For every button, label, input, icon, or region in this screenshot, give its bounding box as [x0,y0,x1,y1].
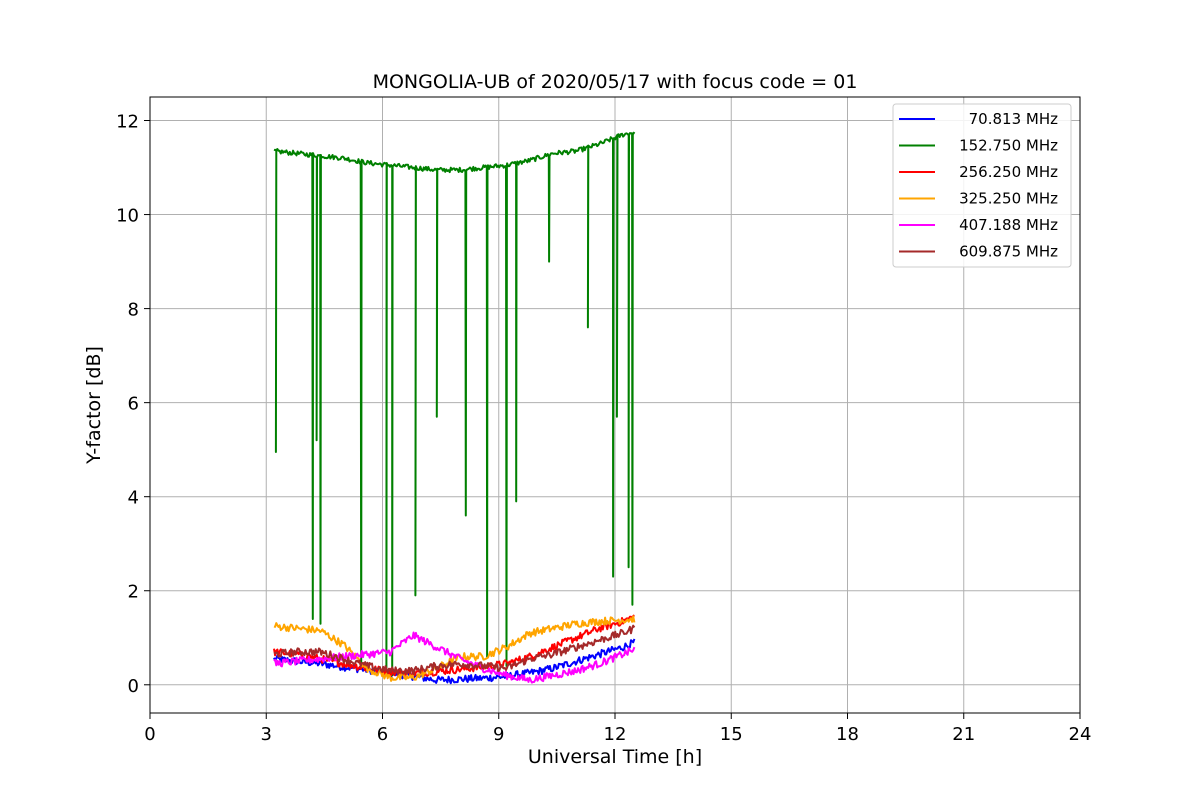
legend-box [892,103,1072,268]
x-tick-label: 15 [720,724,743,745]
legend-entry: 70.813 MHz [969,110,1058,128]
x-tick-label: 24 [1069,724,1092,745]
y-tick-label: 12 [116,112,139,133]
x-axis-label: Universal Time [h] [528,746,702,768]
x-tick-label: 9 [493,724,504,745]
y-tick-label: 8 [128,300,139,321]
legend-entry: 256.250 MHz [959,163,1058,181]
x-axis: 0 3 6 9 12 15 18 21 24 [144,713,1091,745]
x-tick-label: 3 [261,724,272,745]
legend-entry: 407.188 MHz [959,216,1058,234]
y-tick-label: 10 [116,206,139,227]
x-tick-label: 12 [604,724,627,745]
y-tick-label: 4 [128,488,139,509]
x-tick-label: 18 [836,724,859,745]
series-line-2 [273,131,636,677]
legend-entry: 325.250 MHz [959,190,1058,208]
y-axis-label: Y-factor [dB] [83,346,105,465]
legend-entry: 152.750 MHz [959,137,1058,155]
y-axis: 0 2 4 6 8 10 12 [116,112,150,697]
legend-entry: 609.875 MHz [959,243,1058,261]
x-tick-label: 21 [952,724,975,745]
y-tick-label: 6 [128,394,139,415]
legend: 70.813 MHz 152.750 MHz 256.250 MHz 325.250 … [892,103,1072,268]
x-tick-label: 0 [144,724,155,745]
series-line-6 [273,624,636,676]
grid [149,97,1081,713]
chart-title: MONGOLIA-UB of 2020/05/17 with focus cod… [373,71,858,93]
series-layer [273,131,636,685]
y-tick-label: 2 [128,582,139,603]
x-tick-label: 6 [377,724,388,745]
y-tick-label: 0 [128,676,139,697]
series-line-1 [273,638,636,685]
